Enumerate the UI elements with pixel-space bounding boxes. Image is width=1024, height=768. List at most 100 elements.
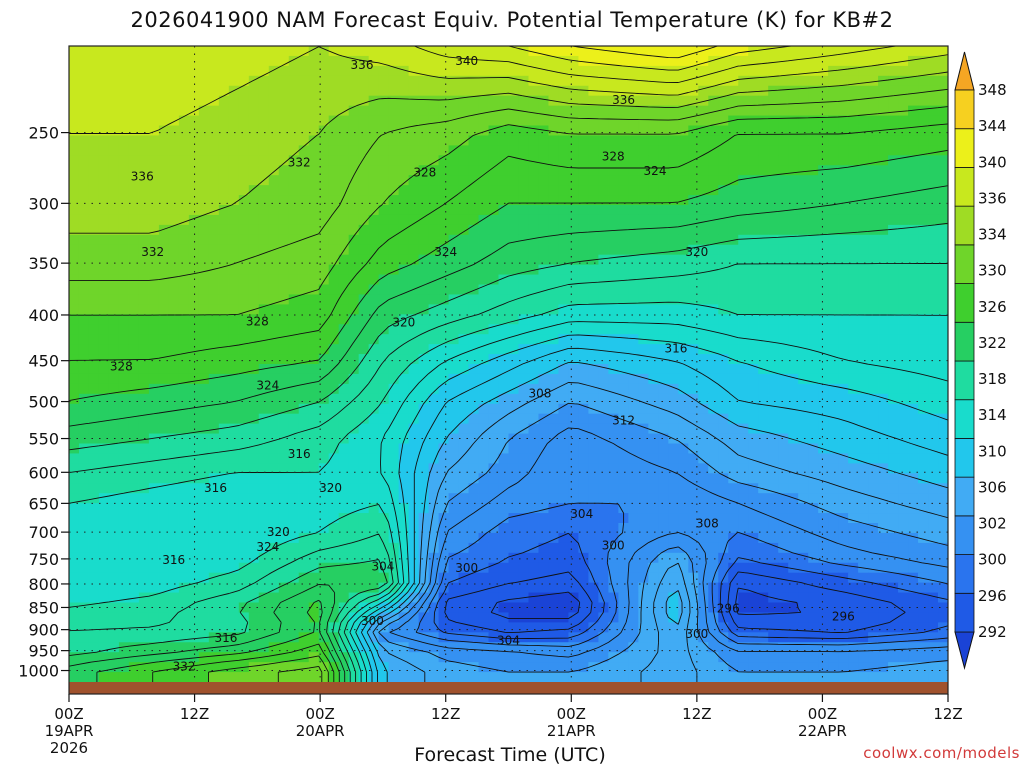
heatmap-cell <box>538 55 550 67</box>
heatmap-cell <box>69 55 80 67</box>
heatmap-cell <box>898 562 909 574</box>
heatmap-cell <box>838 294 849 305</box>
heatmap-cell <box>158 105 170 117</box>
heatmap-cell <box>348 224 360 236</box>
heatmap-cell <box>168 463 180 474</box>
heatmap-cell <box>488 264 500 276</box>
heatmap-cell <box>808 383 819 395</box>
heatmap-cell <box>148 165 160 176</box>
heatmap-cell <box>458 393 470 405</box>
heatmap-cell <box>478 46 490 57</box>
heatmap-cell <box>418 46 430 57</box>
heatmap-cell <box>188 493 200 504</box>
heatmap-cell <box>428 532 440 544</box>
heatmap-cell <box>718 85 729 97</box>
heatmap-cell <box>448 55 460 67</box>
heatmap-cell <box>638 453 649 464</box>
heatmap-cell <box>438 334 450 345</box>
heatmap-cell <box>328 373 340 385</box>
heatmap-cell <box>678 294 689 305</box>
heatmap-cell <box>258 125 270 137</box>
heatmap-cell <box>868 284 879 296</box>
heatmap-cell <box>798 115 809 127</box>
heatmap-cell <box>338 403 350 415</box>
heatmap-cell <box>378 224 390 236</box>
heatmap-cell <box>308 602 320 614</box>
heatmap-cell <box>898 284 909 296</box>
heatmap-cell <box>688 234 699 246</box>
heatmap-cell <box>69 135 80 146</box>
heatmap-cell <box>268 602 280 614</box>
heatmap-cell <box>608 314 619 325</box>
heatmap-cell <box>338 264 350 276</box>
heatmap-cell <box>348 354 360 365</box>
heatmap-cell <box>298 244 310 256</box>
heatmap-cell <box>108 373 120 385</box>
heatmap-cell <box>468 75 480 87</box>
heatmap-cell <box>548 403 560 415</box>
heatmap-cell <box>108 572 120 584</box>
heatmap-cell <box>278 145 290 156</box>
heatmap-cell <box>178 324 190 335</box>
heatmap-cell <box>258 145 270 156</box>
heatmap-cell <box>718 135 729 146</box>
heatmap-cell <box>778 413 789 425</box>
heatmap-cell <box>598 135 609 146</box>
heatmap-cell <box>748 195 759 206</box>
heatmap-cell <box>278 205 290 216</box>
heatmap-cell <box>398 155 410 166</box>
heatmap-cell <box>428 264 440 276</box>
heatmap-cell <box>578 105 590 117</box>
heatmap-cell <box>748 354 759 365</box>
heatmap-cell <box>568 304 580 315</box>
heatmap-cell <box>198 572 210 584</box>
heatmap-cell <box>428 542 440 554</box>
heatmap-cell <box>258 572 270 584</box>
heatmap-cell <box>368 383 380 395</box>
heatmap-cell <box>428 125 440 137</box>
heatmap-cell <box>738 254 749 266</box>
heatmap-cell <box>448 65 460 77</box>
heatmap-cell <box>458 214 470 226</box>
heatmap-cell <box>518 463 530 474</box>
heatmap-cell <box>288 513 300 524</box>
heatmap-cell <box>148 373 160 385</box>
heatmap-cell <box>608 413 619 425</box>
heatmap-cell <box>738 75 749 87</box>
heatmap-cell <box>878 95 889 107</box>
heatmap-cell <box>838 105 849 117</box>
heatmap-cell <box>658 264 669 276</box>
heatmap-cell <box>858 95 869 107</box>
heatmap-cell <box>768 523 779 534</box>
heatmap-cell <box>148 334 160 345</box>
heatmap-cell <box>268 85 280 97</box>
heatmap-cell <box>508 314 520 325</box>
heatmap-cell <box>448 532 460 544</box>
heatmap-cell <box>838 175 849 186</box>
heatmap-cell <box>788 234 799 246</box>
heatmap-cell <box>888 364 899 375</box>
heatmap-cell <box>718 513 729 524</box>
heatmap-cell <box>808 413 819 425</box>
heatmap-cell <box>908 244 919 256</box>
heatmap-cell <box>468 185 480 196</box>
heatmap-cell <box>848 65 859 77</box>
heatmap-cell <box>648 85 659 97</box>
heatmap-cell <box>148 95 160 107</box>
heatmap-cell <box>898 175 909 186</box>
heatmap-cell <box>328 284 340 296</box>
heatmap-cell <box>938 274 948 286</box>
heatmap-cell <box>668 105 679 117</box>
heatmap-cell <box>268 274 280 286</box>
heatmap-cell <box>518 165 530 176</box>
heatmap-cell <box>378 46 390 57</box>
heatmap-cell <box>188 145 200 156</box>
heatmap-cell <box>848 234 859 246</box>
heatmap-cell <box>238 135 250 146</box>
heatmap-cell <box>148 115 160 127</box>
heatmap-cell <box>828 483 839 494</box>
heatmap-cell <box>708 284 719 296</box>
heatmap-cell <box>458 453 470 464</box>
heatmap-cell <box>608 473 619 484</box>
heatmap-cell <box>248 135 260 146</box>
